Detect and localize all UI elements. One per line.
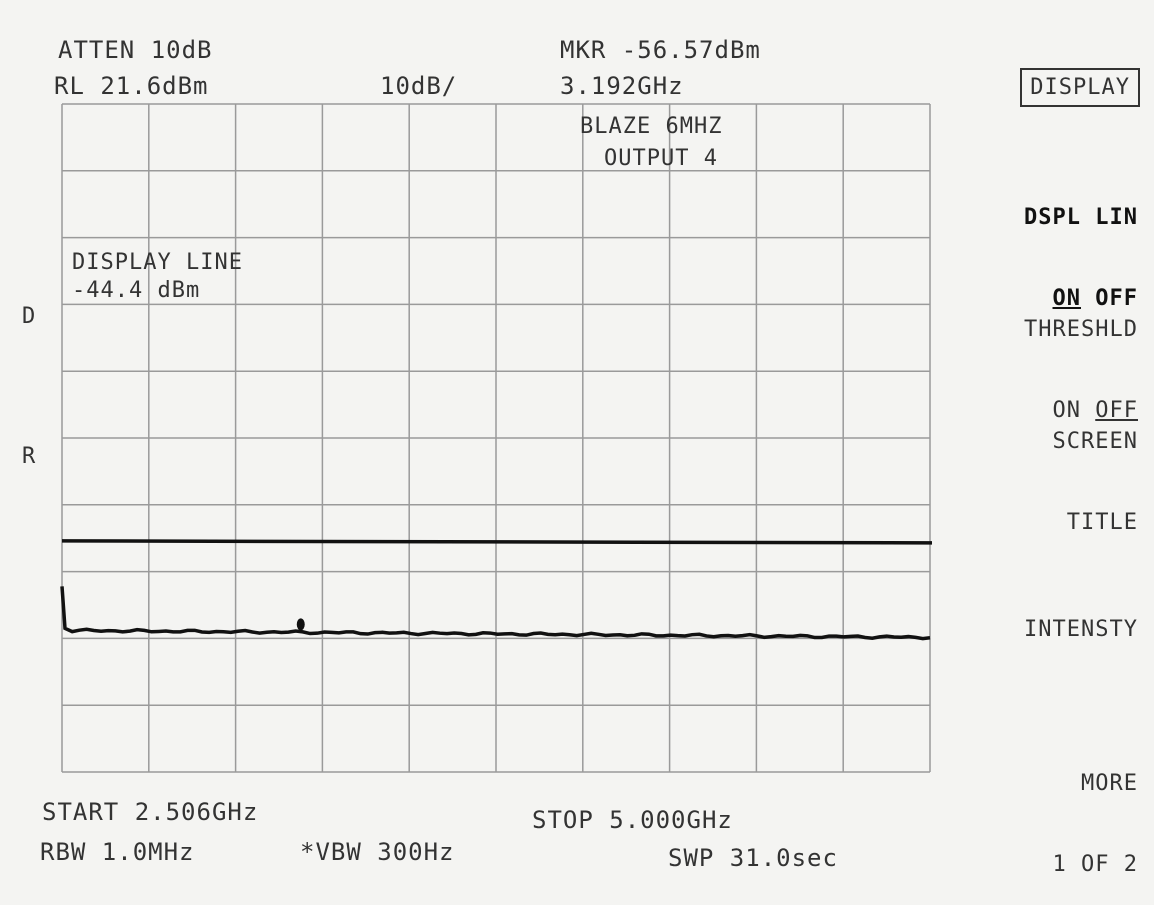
menu-title-display: DISPLAY [1020,68,1140,107]
softkey-dspl-lin[interactable]: DSPL LIN ON OFF [1024,150,1138,339]
softkey-more[interactable]: MORE 1 OF 2 [1053,716,1138,905]
softkey-intensity[interactable]: INTENSTY [1024,617,1138,642]
sweep-time: SWP 31.0sec [668,844,838,872]
stop-frequency: STOP 5.000GHz [532,806,733,834]
softkey-threshld[interactable]: THRESHLD ON OFF [1024,262,1138,451]
softkey-threshld-label: THRESHLD [1024,317,1138,342]
marker-symbol [296,618,305,631]
softkey-screen-title-line2: TITLE [1066,510,1138,535]
dspl-lin-on-option: ON [1052,286,1081,311]
softkey-screen-title-line1: SCREEN [1052,429,1138,454]
screen-title-line2: OUTPUT 4 [604,146,718,171]
marker-frequency: 3.192GHz [560,72,684,100]
threshld-off-option: OFF [1095,398,1138,423]
resolution-bandwidth: RBW 1.0MHz [40,838,195,866]
graticule [61,103,931,773]
scale-readout: 10dB/ [380,72,458,100]
spectrum-display [60,103,933,773]
start-frequency: START 2.506GHz [42,798,259,826]
softkey-screen-title[interactable]: SCREEN TITLE [1053,374,1138,563]
dspl-lin-off-option: OFF [1095,286,1138,311]
softkey-more-line1: MORE [1081,771,1138,796]
trace-layer [60,539,933,641]
display-line-label: DISPLAY LINE [72,250,243,275]
threshld-on-option: ON [1052,398,1081,423]
marker-amplitude: MKR -56.57dBm [560,36,761,64]
detector-indicator-d: D [22,304,37,329]
video-bandwidth: *VBW 300Hz [300,838,455,866]
atten-readout: ATTEN 10dB [58,36,213,64]
display-line [61,539,933,545]
detector-indicator-r: R [22,444,37,469]
ref-level-readout: RL 21.6dBm [54,72,209,100]
spectrum-trace [60,586,931,641]
softkey-more-line2: 1 OF 2 [1052,852,1138,877]
softkey-dspl-lin-label: DSPL LIN [1024,205,1138,230]
screen-title-line1: BLAZE 6MHZ [580,114,723,139]
display-line-value: -44.4 dBm [72,278,201,303]
